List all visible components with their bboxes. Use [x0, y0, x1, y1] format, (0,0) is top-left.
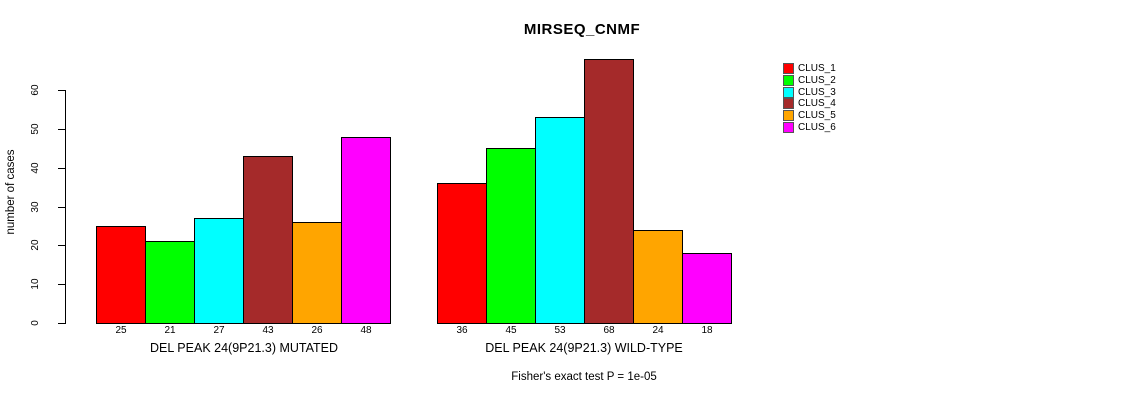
y-tick-mark: [58, 245, 65, 247]
bar-value-label: 68: [603, 325, 615, 336]
bar-clus_1: [437, 183, 487, 324]
legend-swatch: [783, 86, 794, 98]
group-label-wild-type: DEL PEAK 24(9P21.3) WILD-TYPE: [485, 341, 683, 355]
y-tick-mark: [58, 90, 65, 91]
y-tick-label: 50: [30, 123, 41, 135]
legend-item-clus_2: CLUS_2: [783, 75, 836, 87]
legend-label: CLUS_2: [798, 75, 836, 87]
legend-swatch: [783, 63, 794, 75]
bar-value-label: 24: [652, 325, 664, 336]
bar-clus_2: [145, 241, 195, 324]
bar-value-label: 26: [311, 325, 323, 336]
legend-label: CLUS_1: [798, 63, 836, 75]
legend-swatch: [783, 75, 794, 87]
bar-value-label: 36: [456, 325, 468, 336]
y-tick-label: 40: [30, 162, 41, 174]
y-tick-label: 0: [30, 320, 41, 326]
y-tick-label: 10: [30, 278, 41, 290]
y-tick-mark: [58, 206, 65, 208]
bar-value-label: 53: [554, 325, 566, 336]
chart-title: MIRSEQ_CNMF: [523, 21, 641, 38]
legend-swatch: [783, 98, 794, 110]
bar-clus_6: [682, 253, 732, 324]
bar-clus_1: [96, 226, 146, 324]
y-tick-label: 20: [30, 239, 41, 251]
legend-item-clus_5: CLUS_5: [783, 110, 836, 122]
y-tick-mark: [58, 167, 65, 169]
bar-clus_4: [243, 156, 293, 324]
bar-clus_3: [535, 117, 585, 324]
bar-value-label: 27: [213, 325, 225, 336]
bar-clus_3: [194, 218, 244, 324]
bar-clus_5: [633, 230, 683, 324]
bar-value-label: 25: [115, 325, 127, 336]
bar-value-label: 18: [701, 325, 713, 336]
bar-value-label: 43: [262, 325, 274, 336]
y-tick-label: 30: [30, 200, 41, 213]
bar-clus_4: [584, 59, 634, 324]
bar-value-label: 48: [360, 325, 372, 336]
y-axis-label: number of cases: [5, 149, 17, 235]
bar-value-label: 45: [505, 325, 517, 336]
legend-swatch: [783, 110, 794, 122]
annotation-text: Fisher's exact test P = 1e-05: [511, 371, 657, 383]
group-label-mutated: DEL PEAK 24(9P21.3) MUTATED: [149, 341, 339, 355]
bar-clus_6: [341, 137, 391, 324]
y-tick-label: 60: [30, 84, 41, 96]
legend-swatch: [783, 121, 794, 133]
y-tick-mark: [58, 128, 65, 130]
legend-item-clus_6: CLUS_6: [783, 121, 836, 133]
legend-item-clus_4: CLUS_4: [783, 98, 836, 110]
bar-value-label: 21: [164, 325, 176, 336]
legend-label: CLUS_3: [798, 86, 836, 98]
legend-label: CLUS_4: [798, 98, 836, 110]
bar-clus_5: [292, 222, 342, 324]
legend-label: CLUS_6: [798, 121, 836, 133]
legend-label: CLUS_5: [798, 110, 836, 122]
y-axis: [65, 90, 66, 324]
y-tick-mark: [58, 323, 65, 324]
bar-clus_2: [486, 148, 536, 324]
legend: CLUS_1 CLUS_2 CLUS_3 CLUS_4 CLUS_5 CLUS_6: [783, 63, 836, 133]
legend-item-clus_1: CLUS_1: [783, 63, 836, 75]
legend-item-clus_3: CLUS_3: [783, 86, 836, 98]
y-tick-mark: [58, 284, 65, 286]
